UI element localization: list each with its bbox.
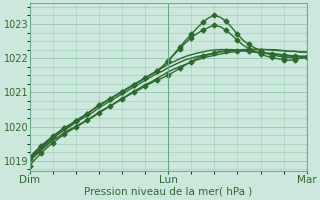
X-axis label: Pression niveau de la mer( hPa ): Pression niveau de la mer( hPa ) (84, 187, 252, 197)
